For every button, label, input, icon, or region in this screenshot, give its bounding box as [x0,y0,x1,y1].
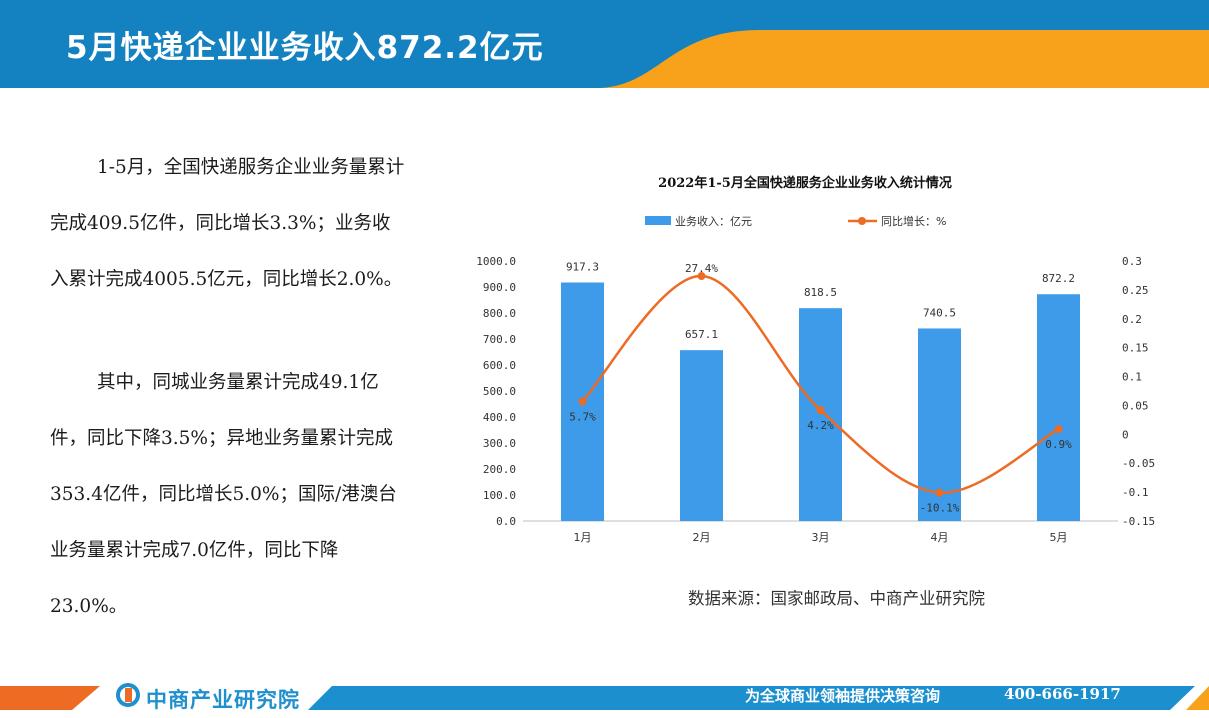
legend-line-marker [858,217,866,225]
x-tick-label: 5月 [1050,531,1068,544]
header-banner: 5月快递企业业务收入872.2亿元 [0,0,1209,88]
growth-point [578,397,587,406]
bar-value-label: 917.3 [566,261,599,274]
x-tick-label: 3月 [812,531,830,544]
y-right-tick-label: 0.2 [1122,313,1142,326]
y-left-tick-label: 200.0 [483,463,516,476]
footer-background [0,683,1209,710]
y-left-tick-label: 700.0 [483,333,516,346]
y-right-tick-label: 0.15 [1122,342,1149,355]
growth-value-label: -10.1% [920,502,960,515]
growth-value-label: 0.9% [1045,438,1072,451]
revenue-bar [680,350,723,521]
growth-line [581,274,1060,494]
page-title: 5月快递企业业务收入872.2亿元 [66,30,544,66]
growth-value-label: 27.4% [685,262,718,275]
data-source: 数据来源：国家邮政局、中商产业研究院 [688,589,985,608]
bar-value-label: 740.5 [923,306,956,319]
footer-slogan: 为全球商业领袖提供决策咨询 [745,687,941,705]
header-background [0,0,1209,88]
x-tick-label: 4月 [931,531,949,544]
bar-value-label: 872.2 [1042,272,1075,285]
y-right-tick-label: -0.1 [1122,486,1149,499]
y-right-tick-label: -0.15 [1122,515,1155,528]
y-right-tick-label: 0.3 [1122,255,1142,268]
y-left-tick-label: 800.0 [483,307,516,320]
revenue-bar [1037,294,1080,521]
growth-point [1054,425,1063,434]
y-left-tick-label: 0.0 [496,515,516,528]
y-right-tick-label: -0.05 [1122,457,1155,470]
detail-paragraph: 其中，同城业务量累计完成49.1亿件，同比下降3.5%；异地业务量累计完成353… [50,355,405,635]
chart-title: 2022年1-5月全国快递服务企业业务收入统计情况 [658,176,952,191]
y-right-tick-label: 0.1 [1122,371,1142,384]
y-left-tick-label: 300.0 [483,437,516,450]
y-left-tick-label: 400.0 [483,411,516,424]
legend-bar-swatch [645,216,671,225]
y-right-tick-label: 0.05 [1122,399,1149,412]
bar-value-label: 818.5 [804,286,837,299]
footer-phone: 400-666-1917 [1004,685,1121,703]
summary-text: 1-5月，全国快递服务企业业务量累计完成409.5亿件，同比增长3.3%；业务收… [50,157,405,290]
y-left-tick-label: 900.0 [483,281,516,294]
x-tick-label: 2月 [693,531,711,544]
footer-bar: 中商产业研究院 为全球商业领袖提供决策咨询 400-666-1917 [0,680,1209,718]
y-right-tick-label: 0.25 [1122,284,1149,297]
y-right-tick-label: 0 [1122,428,1129,441]
growth-value-label: 5.7% [569,410,596,423]
growth-point [816,406,825,415]
company-logo-icon [116,683,140,707]
summary-paragraph: 1-5月，全国快递服务企业业务量累计完成409.5亿件，同比增长3.3%；业务收… [50,140,405,308]
legend-line-label: 同比增长：% [881,214,946,228]
revenue-bar [799,308,842,521]
legend-bar-label: 业务收入：亿元 [675,214,752,228]
growth-point [697,272,706,281]
growth-value-label: 4.2% [807,419,834,432]
bar-value-label: 657.1 [685,328,718,341]
detail-text: 其中，同城业务量累计完成49.1亿件，同比下降3.5%；异地业务量累计完成353… [50,372,397,617]
y-left-tick-label: 500.0 [483,385,516,398]
company-logo-text: 中商产业研究院 [146,688,300,712]
x-tick-label: 1月 [574,531,592,544]
growth-point [935,488,944,497]
y-left-tick-label: 600.0 [483,359,516,372]
y-left-tick-label: 1000.0 [476,255,516,268]
y-left-tick-label: 100.0 [483,489,516,502]
